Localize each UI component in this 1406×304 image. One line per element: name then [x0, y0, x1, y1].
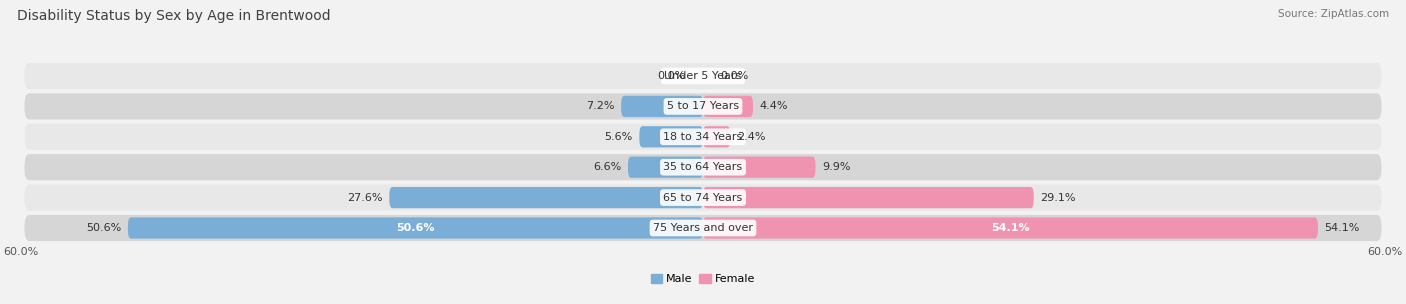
- Text: 5.6%: 5.6%: [605, 132, 633, 142]
- FancyBboxPatch shape: [389, 187, 703, 208]
- Text: 65 to 74 Years: 65 to 74 Years: [664, 193, 742, 202]
- Text: 7.2%: 7.2%: [586, 102, 614, 111]
- Text: 0.0%: 0.0%: [720, 71, 748, 81]
- Text: 18 to 34 Years: 18 to 34 Years: [664, 132, 742, 142]
- FancyBboxPatch shape: [628, 157, 703, 178]
- Text: Disability Status by Sex by Age in Brentwood: Disability Status by Sex by Age in Brent…: [17, 9, 330, 23]
- Text: 29.1%: 29.1%: [1040, 193, 1076, 202]
- FancyBboxPatch shape: [128, 217, 703, 239]
- FancyBboxPatch shape: [703, 187, 1033, 208]
- Text: 0.0%: 0.0%: [658, 71, 686, 81]
- FancyBboxPatch shape: [24, 63, 1382, 89]
- FancyBboxPatch shape: [24, 185, 1382, 211]
- FancyBboxPatch shape: [24, 215, 1382, 241]
- Legend: Male, Female: Male, Female: [647, 269, 759, 289]
- FancyBboxPatch shape: [703, 126, 730, 147]
- Text: 6.6%: 6.6%: [593, 162, 621, 172]
- Text: 4.4%: 4.4%: [759, 102, 789, 111]
- Text: 35 to 64 Years: 35 to 64 Years: [664, 162, 742, 172]
- FancyBboxPatch shape: [703, 217, 1317, 239]
- Text: 50.6%: 50.6%: [396, 223, 434, 233]
- FancyBboxPatch shape: [621, 96, 703, 117]
- Text: 54.1%: 54.1%: [991, 223, 1029, 233]
- Text: 27.6%: 27.6%: [347, 193, 382, 202]
- Text: 5 to 17 Years: 5 to 17 Years: [666, 102, 740, 111]
- Text: Under 5 Years: Under 5 Years: [665, 71, 741, 81]
- FancyBboxPatch shape: [640, 126, 703, 147]
- FancyBboxPatch shape: [24, 154, 1382, 180]
- Text: 75 Years and over: 75 Years and over: [652, 223, 754, 233]
- Text: 9.9%: 9.9%: [823, 162, 851, 172]
- Text: 54.1%: 54.1%: [1324, 223, 1360, 233]
- FancyBboxPatch shape: [24, 124, 1382, 150]
- Text: Source: ZipAtlas.com: Source: ZipAtlas.com: [1278, 9, 1389, 19]
- FancyBboxPatch shape: [703, 157, 815, 178]
- FancyBboxPatch shape: [24, 93, 1382, 119]
- Text: 2.4%: 2.4%: [737, 132, 766, 142]
- Text: 50.6%: 50.6%: [86, 223, 121, 233]
- FancyBboxPatch shape: [703, 96, 754, 117]
